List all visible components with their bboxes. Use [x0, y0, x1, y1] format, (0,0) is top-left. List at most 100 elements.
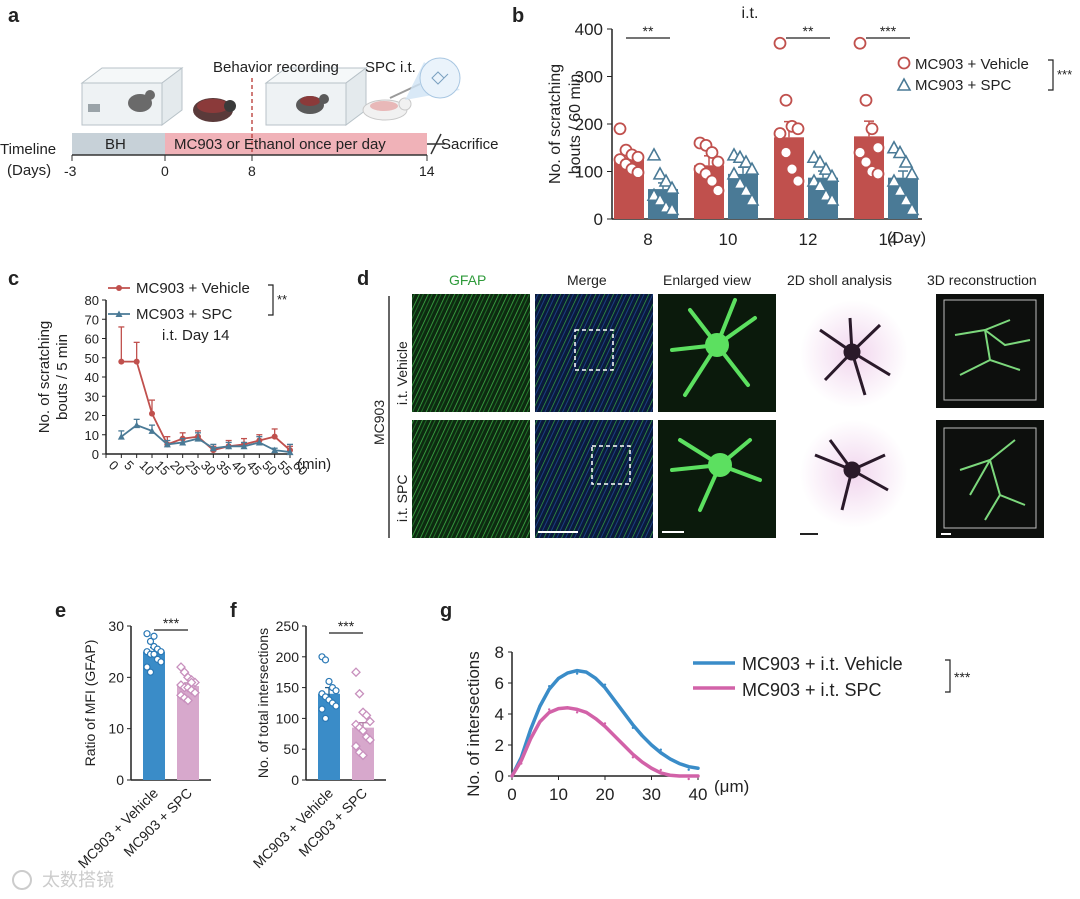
data-point [687, 777, 690, 781]
y-tick-label: 100 [276, 710, 300, 726]
data-point [853, 146, 867, 159]
x-tick-label: 0 [507, 785, 516, 804]
data-point [806, 149, 822, 164]
data-point [163, 440, 171, 448]
data-point [325, 677, 333, 686]
data-point [658, 173, 674, 187]
y-tick-label: 80 [85, 293, 99, 308]
y-axis-label-line2: bouts / 5 min [54, 334, 71, 420]
data-point [659, 768, 662, 772]
data-point [779, 146, 793, 159]
x-tick-label: 8 [643, 230, 652, 249]
data-point [744, 192, 760, 206]
data-point [240, 442, 248, 450]
reconstruction-cell [954, 319, 1031, 376]
panel-g-label: g [440, 600, 452, 622]
sacrifice-label: Sacrifice [441, 136, 499, 153]
data-point [818, 187, 834, 202]
bar [143, 651, 165, 780]
data-point [146, 637, 155, 646]
data-point [732, 149, 748, 164]
data-point [613, 122, 627, 136]
data-point [321, 714, 330, 723]
data-point [886, 140, 902, 154]
panel-b-label: b [512, 5, 524, 27]
data-point [898, 192, 914, 206]
watermark-logo-icon [12, 870, 32, 890]
y-tick-label: 30 [108, 618, 124, 634]
series-line [510, 668, 700, 778]
data-point [791, 174, 805, 188]
legend-sig: *** [1057, 67, 1072, 82]
y-tick-label: 0 [495, 767, 504, 786]
x-tick-label: 14 [879, 230, 898, 249]
data-point [824, 168, 840, 183]
chart-title: i.t. [742, 5, 759, 22]
gfap-image-vehicle [412, 294, 530, 412]
data-point [646, 187, 662, 202]
panel-b: b 0 100 200 300 400 No. of scratching bouts / … [512, 5, 1072, 249]
panel-c-label: c [8, 268, 19, 290]
y-tick-label: 6 [495, 674, 504, 693]
data-point [687, 768, 690, 771]
data-point [133, 358, 140, 365]
data-point [354, 688, 365, 699]
y-tick-label: 100 [575, 163, 603, 182]
data-point [603, 722, 607, 725]
y-tick-label: 0 [116, 772, 124, 788]
days-label: (Days) [7, 162, 51, 179]
data-point [365, 735, 375, 745]
data-point [351, 667, 361, 678]
panel-f-label: f [230, 600, 237, 622]
watermark: 太数搭镜 [42, 870, 114, 890]
zoom-box [591, 445, 631, 485]
y-axis-label: Ratio of MFI (GFAP) [82, 640, 98, 767]
sig-label: *** [163, 615, 180, 631]
y-tick-label: 0 [291, 772, 299, 788]
data-point [548, 708, 551, 711]
timeline-treatment-bar [165, 133, 427, 155]
merge-image-spc [535, 420, 653, 538]
data-point [806, 173, 822, 187]
timeline-break-mark [430, 133, 442, 155]
sig-label: *** [880, 23, 897, 39]
data-point [194, 435, 202, 442]
panel-d: d GFAP Merge Enlarged view 2D sholl anal… [357, 268, 1044, 538]
scale-bar [941, 533, 951, 535]
data-point [726, 166, 742, 180]
mouse-icon [193, 98, 236, 122]
mouse-cage-icon [264, 67, 368, 126]
data-point [791, 122, 805, 136]
data-point [146, 668, 155, 676]
series-line [121, 360, 291, 452]
data-point [318, 705, 326, 713]
x-tick-label: 12 [799, 230, 818, 249]
sig-label: ** [643, 23, 654, 39]
data-point [646, 147, 662, 161]
reconstruction-cell [959, 439, 1026, 521]
row-label-vehicle: i.t. Vehicle [394, 341, 410, 405]
data-point [286, 448, 294, 456]
x-tick-label: 0 [106, 458, 122, 474]
data-point [773, 36, 787, 50]
panel-d-label: d [357, 268, 369, 290]
x-axis-label: (Day) [887, 230, 926, 247]
data-point [271, 433, 278, 440]
x-tick-label: 10 [719, 230, 738, 249]
panel-a-label: a [8, 5, 20, 27]
data-point [255, 438, 263, 446]
data-point [785, 162, 799, 176]
timeline-bh-bar [72, 133, 165, 155]
data-point [271, 446, 279, 454]
sholl-cell [819, 317, 891, 396]
data-point [157, 658, 165, 666]
gfap-image-spc [412, 420, 530, 538]
panel-a: a [0, 5, 499, 179]
y-tick-label: 10 [85, 428, 99, 443]
reconstruction-box [943, 299, 1037, 401]
spc-label: SPC i.t. [365, 59, 416, 76]
data-point [898, 154, 914, 168]
data-point [365, 716, 375, 727]
col-header-3d: 3D reconstruction [927, 272, 1037, 288]
